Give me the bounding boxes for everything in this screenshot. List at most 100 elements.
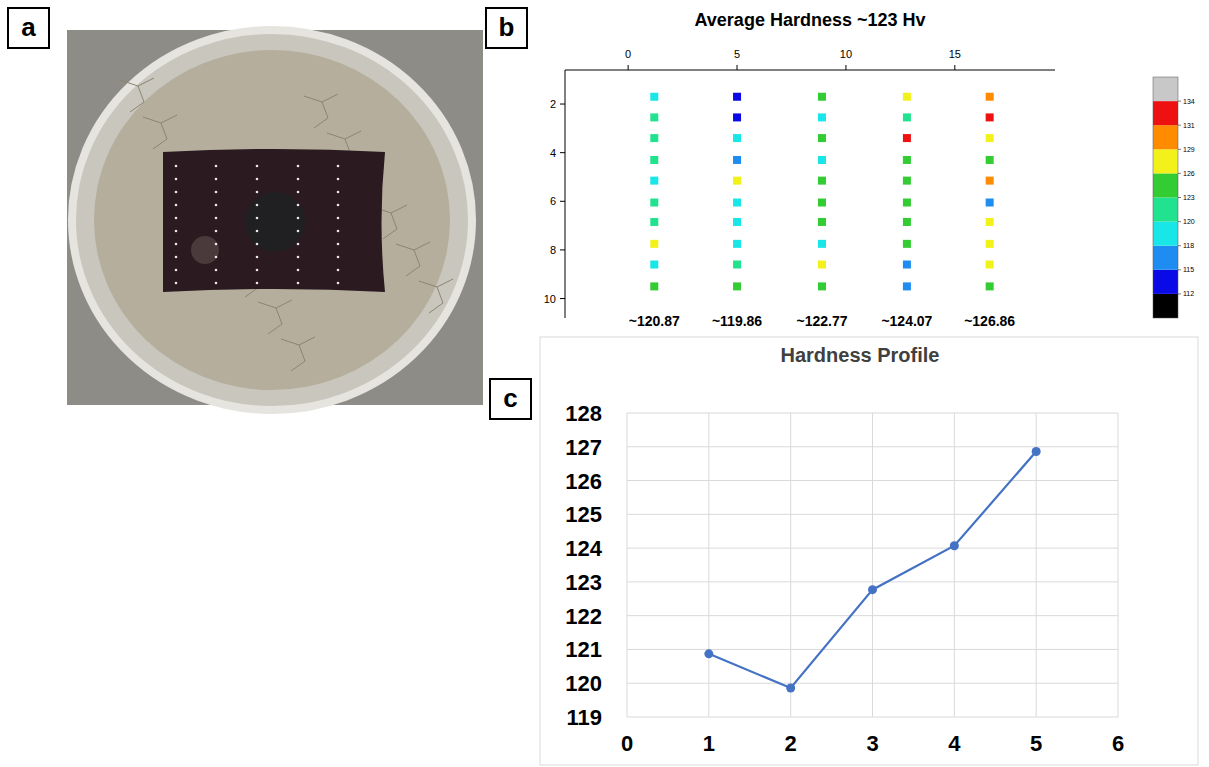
colorbar-tick <box>1178 293 1181 294</box>
indent <box>256 230 259 233</box>
marker <box>1032 447 1041 456</box>
x-tick-label: 15 <box>949 48 961 60</box>
indent <box>215 256 218 259</box>
indent <box>215 217 218 220</box>
hardness-point <box>818 199 826 207</box>
y-tick-label: 124 <box>565 536 602 561</box>
indent <box>337 243 340 246</box>
indent <box>337 165 340 168</box>
colorbar-bin <box>1153 246 1178 270</box>
indent <box>175 191 178 194</box>
hardness-point <box>818 93 826 101</box>
hardness-point <box>986 282 994 290</box>
hardness-point <box>733 113 741 121</box>
mount <box>94 50 450 390</box>
hardness-point <box>903 199 911 207</box>
grid-line <box>872 413 873 717</box>
colorbar-tick-label: 134 <box>1183 98 1195 105</box>
indent <box>337 191 340 194</box>
indent <box>175 269 178 272</box>
hardness-point <box>733 282 741 290</box>
column-average: ~126.86 <box>964 313 1015 329</box>
marker <box>704 649 713 658</box>
panel-letter: c <box>503 383 517 413</box>
texture <box>120 78 453 371</box>
x-tick-label: 4 <box>948 731 961 756</box>
indent <box>337 256 340 259</box>
colorbar-tick <box>1178 269 1181 270</box>
y-tick-label: 123 <box>565 570 602 595</box>
x-axis <box>565 70 1055 71</box>
indent <box>337 269 340 272</box>
hardness-point <box>903 240 911 248</box>
grid-line <box>708 413 709 717</box>
marker <box>950 541 959 550</box>
grid-line <box>1036 413 1037 717</box>
y-tick-label: 2 <box>550 98 556 110</box>
hardness-point <box>733 134 741 142</box>
y-tick-label: 8 <box>550 244 556 256</box>
colorbar-tick <box>1178 197 1181 198</box>
hardness-point <box>733 199 741 207</box>
y-tick-label: 4 <box>550 147 556 159</box>
indent <box>175 282 178 285</box>
hardness-point <box>650 199 658 207</box>
y-tick <box>560 104 565 105</box>
hardness-point <box>733 177 741 185</box>
x-tick-label: 5 <box>734 48 740 60</box>
hardness-point <box>986 113 994 121</box>
hardness-point <box>903 93 911 101</box>
colorbar-tick-label: 112 <box>1183 290 1194 297</box>
x-tick <box>737 65 738 70</box>
hardness-point <box>986 134 994 142</box>
hardness-point <box>818 113 826 121</box>
colorbar-tick <box>1178 125 1181 126</box>
colorbar-tick-label: 123 <box>1183 194 1195 201</box>
chart-title: Hardness Profile <box>781 344 940 366</box>
chart-frame <box>540 337 1198 765</box>
hardness-point <box>650 282 658 290</box>
x-tick-label: 1 <box>703 731 715 756</box>
y-axis <box>565 70 566 318</box>
hardness-point <box>986 199 994 207</box>
grid-line <box>1118 413 1119 717</box>
hardness-point <box>903 134 911 142</box>
colorbar-tick <box>1178 149 1181 150</box>
hardness-point <box>733 261 741 269</box>
points <box>650 93 993 291</box>
indent <box>256 282 259 285</box>
hardness-point <box>650 240 658 248</box>
indent <box>215 269 218 272</box>
x-tick-label: 6 <box>1112 731 1124 756</box>
indent <box>297 256 300 259</box>
y-tick-label: 10 <box>544 293 556 305</box>
indent <box>215 191 218 194</box>
panel-letter: b <box>499 12 515 42</box>
column-average: ~120.87 <box>629 313 680 329</box>
indent <box>337 204 340 207</box>
marker <box>868 585 877 594</box>
y-tick <box>560 152 565 153</box>
y-tick <box>560 298 565 299</box>
hardness-point <box>650 156 658 164</box>
hardness-point <box>818 134 826 142</box>
x-tick-label: 10 <box>840 48 852 60</box>
indent <box>215 178 218 181</box>
x-tick <box>954 65 955 70</box>
y-tick-label: 6 <box>550 195 556 207</box>
hardness-point <box>650 113 658 121</box>
hardness-point <box>818 240 826 248</box>
hardness-point <box>733 93 741 101</box>
hardness-point <box>986 218 994 226</box>
y-tick-label: 125 <box>565 502 602 527</box>
hardness-point <box>818 177 826 185</box>
colorbar-tick-label: 118 <box>1183 242 1194 249</box>
indent <box>297 282 300 285</box>
column-average: ~122.77 <box>796 313 847 329</box>
indent <box>337 230 340 233</box>
colorbar-bin <box>1153 125 1178 149</box>
x-tick-label: 2 <box>785 731 797 756</box>
hardness-point <box>818 156 826 164</box>
colorbar-tick-label: 126 <box>1183 170 1195 177</box>
hardness-point <box>986 240 994 248</box>
